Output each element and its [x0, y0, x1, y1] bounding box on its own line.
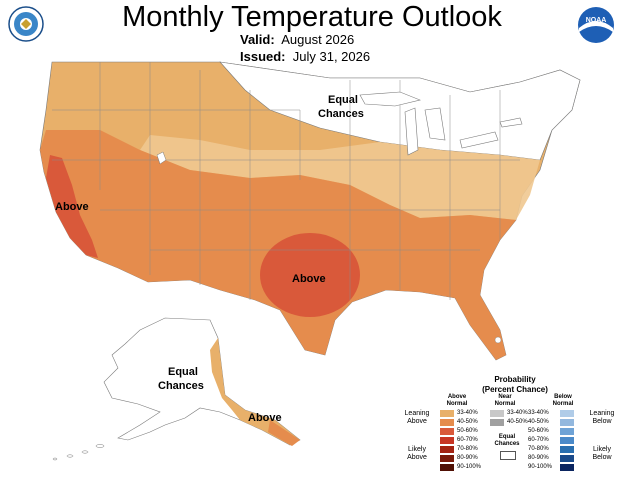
- legend-likely-above-l1: Likely: [408, 446, 426, 453]
- legend-equal-chances: Equal Chances: [490, 434, 524, 448]
- legend-below-label-3: 50-60%: [528, 428, 549, 434]
- legend-above-head-l1: Above: [447, 394, 467, 400]
- above-50-60-south-central: [260, 233, 360, 317]
- svg-text:NOAA: NOAA: [586, 17, 607, 24]
- valid-value: August 2026: [281, 32, 355, 47]
- legend-below-label-7: 90-100%: [528, 464, 553, 470]
- legend-leaning-above: Leaning Above: [397, 410, 437, 426]
- legend-above-label-1: 33-40%: [457, 410, 478, 416]
- legend-near-head: Near Normal: [488, 394, 522, 408]
- legend-equal-l2: Chances: [494, 441, 520, 447]
- legend-above-label-5: 70-80%: [457, 446, 478, 452]
- above-50-60-west-coast: [46, 155, 98, 258]
- legend-below-label-6: 80-90%: [528, 455, 549, 461]
- legend-below-swatch-7: [560, 464, 574, 471]
- page-title: Monthly Temperature Outlook: [122, 1, 502, 33]
- lake-okeechobee: [494, 336, 502, 344]
- legend-above-swatch-5: [440, 446, 454, 453]
- legend-leaning-below-l1: Leaning: [589, 410, 615, 417]
- legend-above-swatch-3: [440, 428, 454, 435]
- legend-leaning-above-l1: Leaning: [404, 410, 430, 417]
- legend-equal-swatch: [500, 451, 516, 460]
- legend-above-label-4: 60-70%: [457, 437, 478, 443]
- label-equal-chances-north-l2: Chances: [318, 108, 364, 120]
- legend-below-label-1: 33-40%: [528, 410, 549, 416]
- legend-above-label-2: 40-50%: [457, 419, 478, 425]
- doc-seal-icon: [8, 6, 44, 42]
- legend-equal-l1: Equal: [498, 434, 516, 440]
- legend-likely-above: Likely Above: [397, 446, 437, 462]
- legend-below-swatch-2: [560, 419, 574, 426]
- legend-below-head-l2: Normal: [552, 401, 574, 407]
- label-equal-chances-alaska-l2: Chances: [158, 380, 204, 392]
- label-equal-chances-alaska-l1: Equal: [168, 366, 198, 378]
- legend-below-label-2: 40-50%: [528, 419, 549, 425]
- legend-title-l1: Probability: [494, 375, 536, 384]
- legend-near-head-l2: Normal: [494, 401, 516, 407]
- legend-likely-above-l2: Above: [407, 454, 427, 461]
- legend-above-swatch-1: [440, 410, 454, 417]
- legend-likely-below: Likely Below: [582, 446, 622, 462]
- legend-below-label-5: 70-80%: [528, 446, 549, 452]
- legend-above-swatch-6: [440, 455, 454, 462]
- light-tan-band: [140, 135, 540, 220]
- legend-likely-below-l2: Below: [592, 454, 612, 461]
- legend-near-label-2: 40-50%: [507, 419, 528, 425]
- legend-above-swatch-2: [440, 419, 454, 426]
- legend-above-head-l2: Normal: [446, 401, 468, 407]
- legend-near-swatch-1: [490, 410, 504, 417]
- legend-leaning-below: Leaning Below: [582, 410, 622, 426]
- legend-near-head-l1: Near: [498, 394, 512, 400]
- valid-line: Valid: August 2026: [240, 32, 354, 48]
- legend-below-swatch-4: [560, 437, 574, 444]
- label-equal-chances-north-l1: Equal: [328, 94, 358, 106]
- noaa-logo-icon: NOAA: [578, 7, 614, 43]
- alaska-above-deep-region: [268, 420, 300, 446]
- legend-above-swatch-7: [440, 464, 454, 471]
- legend-below-swatch-6: [560, 455, 574, 462]
- legend-below-head-l1: Below: [554, 394, 572, 400]
- issued-line: Issued: July 31, 2026: [240, 49, 370, 65]
- legend-above-label-7: 90-100%: [457, 464, 482, 470]
- legend-title: Probability (Percent Chance): [470, 375, 560, 395]
- legend-leaning-above-l2: Above: [407, 418, 427, 425]
- valid-label: Valid:: [240, 32, 275, 47]
- legend-above-head: Above Normal: [440, 394, 474, 408]
- legend-above-swatch-4: [440, 437, 454, 444]
- legend-below-head: Below Normal: [546, 394, 580, 408]
- legend-below-swatch-1: [560, 410, 574, 417]
- legend-above-label-6: 80-90%: [457, 455, 478, 461]
- legend-below-swatch-3: [560, 428, 574, 435]
- great-salt-lake: [156, 151, 167, 165]
- label-above-alaska-south: Above: [248, 412, 282, 424]
- legend-title-l2: (Percent Chance): [482, 385, 548, 394]
- legend-likely-below-l1: Likely: [593, 446, 611, 453]
- label-above-west-coast: Above: [55, 201, 89, 213]
- legend-below-swatch-5: [560, 446, 574, 453]
- legend-leaning-below-l2: Below: [592, 418, 612, 425]
- issued-label: Issued:: [240, 49, 286, 64]
- legend-near-swatch-2: [490, 419, 504, 426]
- aleutian-islands: [52, 444, 105, 461]
- label-above-south-central: Above: [292, 273, 326, 285]
- state-lines: [52, 62, 520, 300]
- issued-value: July 31, 2026: [292, 49, 371, 64]
- legend-above-label-3: 50-60%: [457, 428, 478, 434]
- legend-below-label-4: 60-70%: [528, 437, 549, 443]
- legend-near-label-1: 33-40%: [507, 410, 528, 416]
- great-lakes: [359, 91, 523, 156]
